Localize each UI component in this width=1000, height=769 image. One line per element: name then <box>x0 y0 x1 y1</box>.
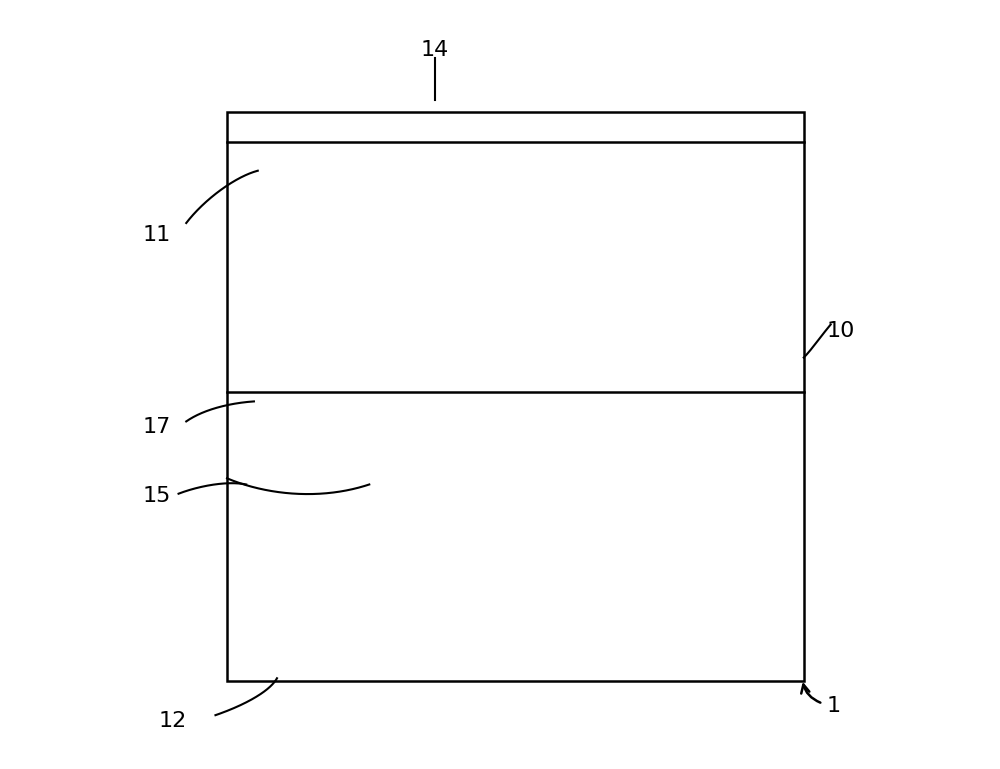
Text: 15: 15 <box>142 486 171 506</box>
Text: 17: 17 <box>143 417 171 437</box>
Text: 11: 11 <box>143 225 171 245</box>
Text: 1: 1 <box>827 696 841 716</box>
Text: 12: 12 <box>159 711 187 731</box>
Text: 14: 14 <box>421 40 449 60</box>
Text: 10: 10 <box>827 321 855 341</box>
Bar <box>227 112 804 681</box>
